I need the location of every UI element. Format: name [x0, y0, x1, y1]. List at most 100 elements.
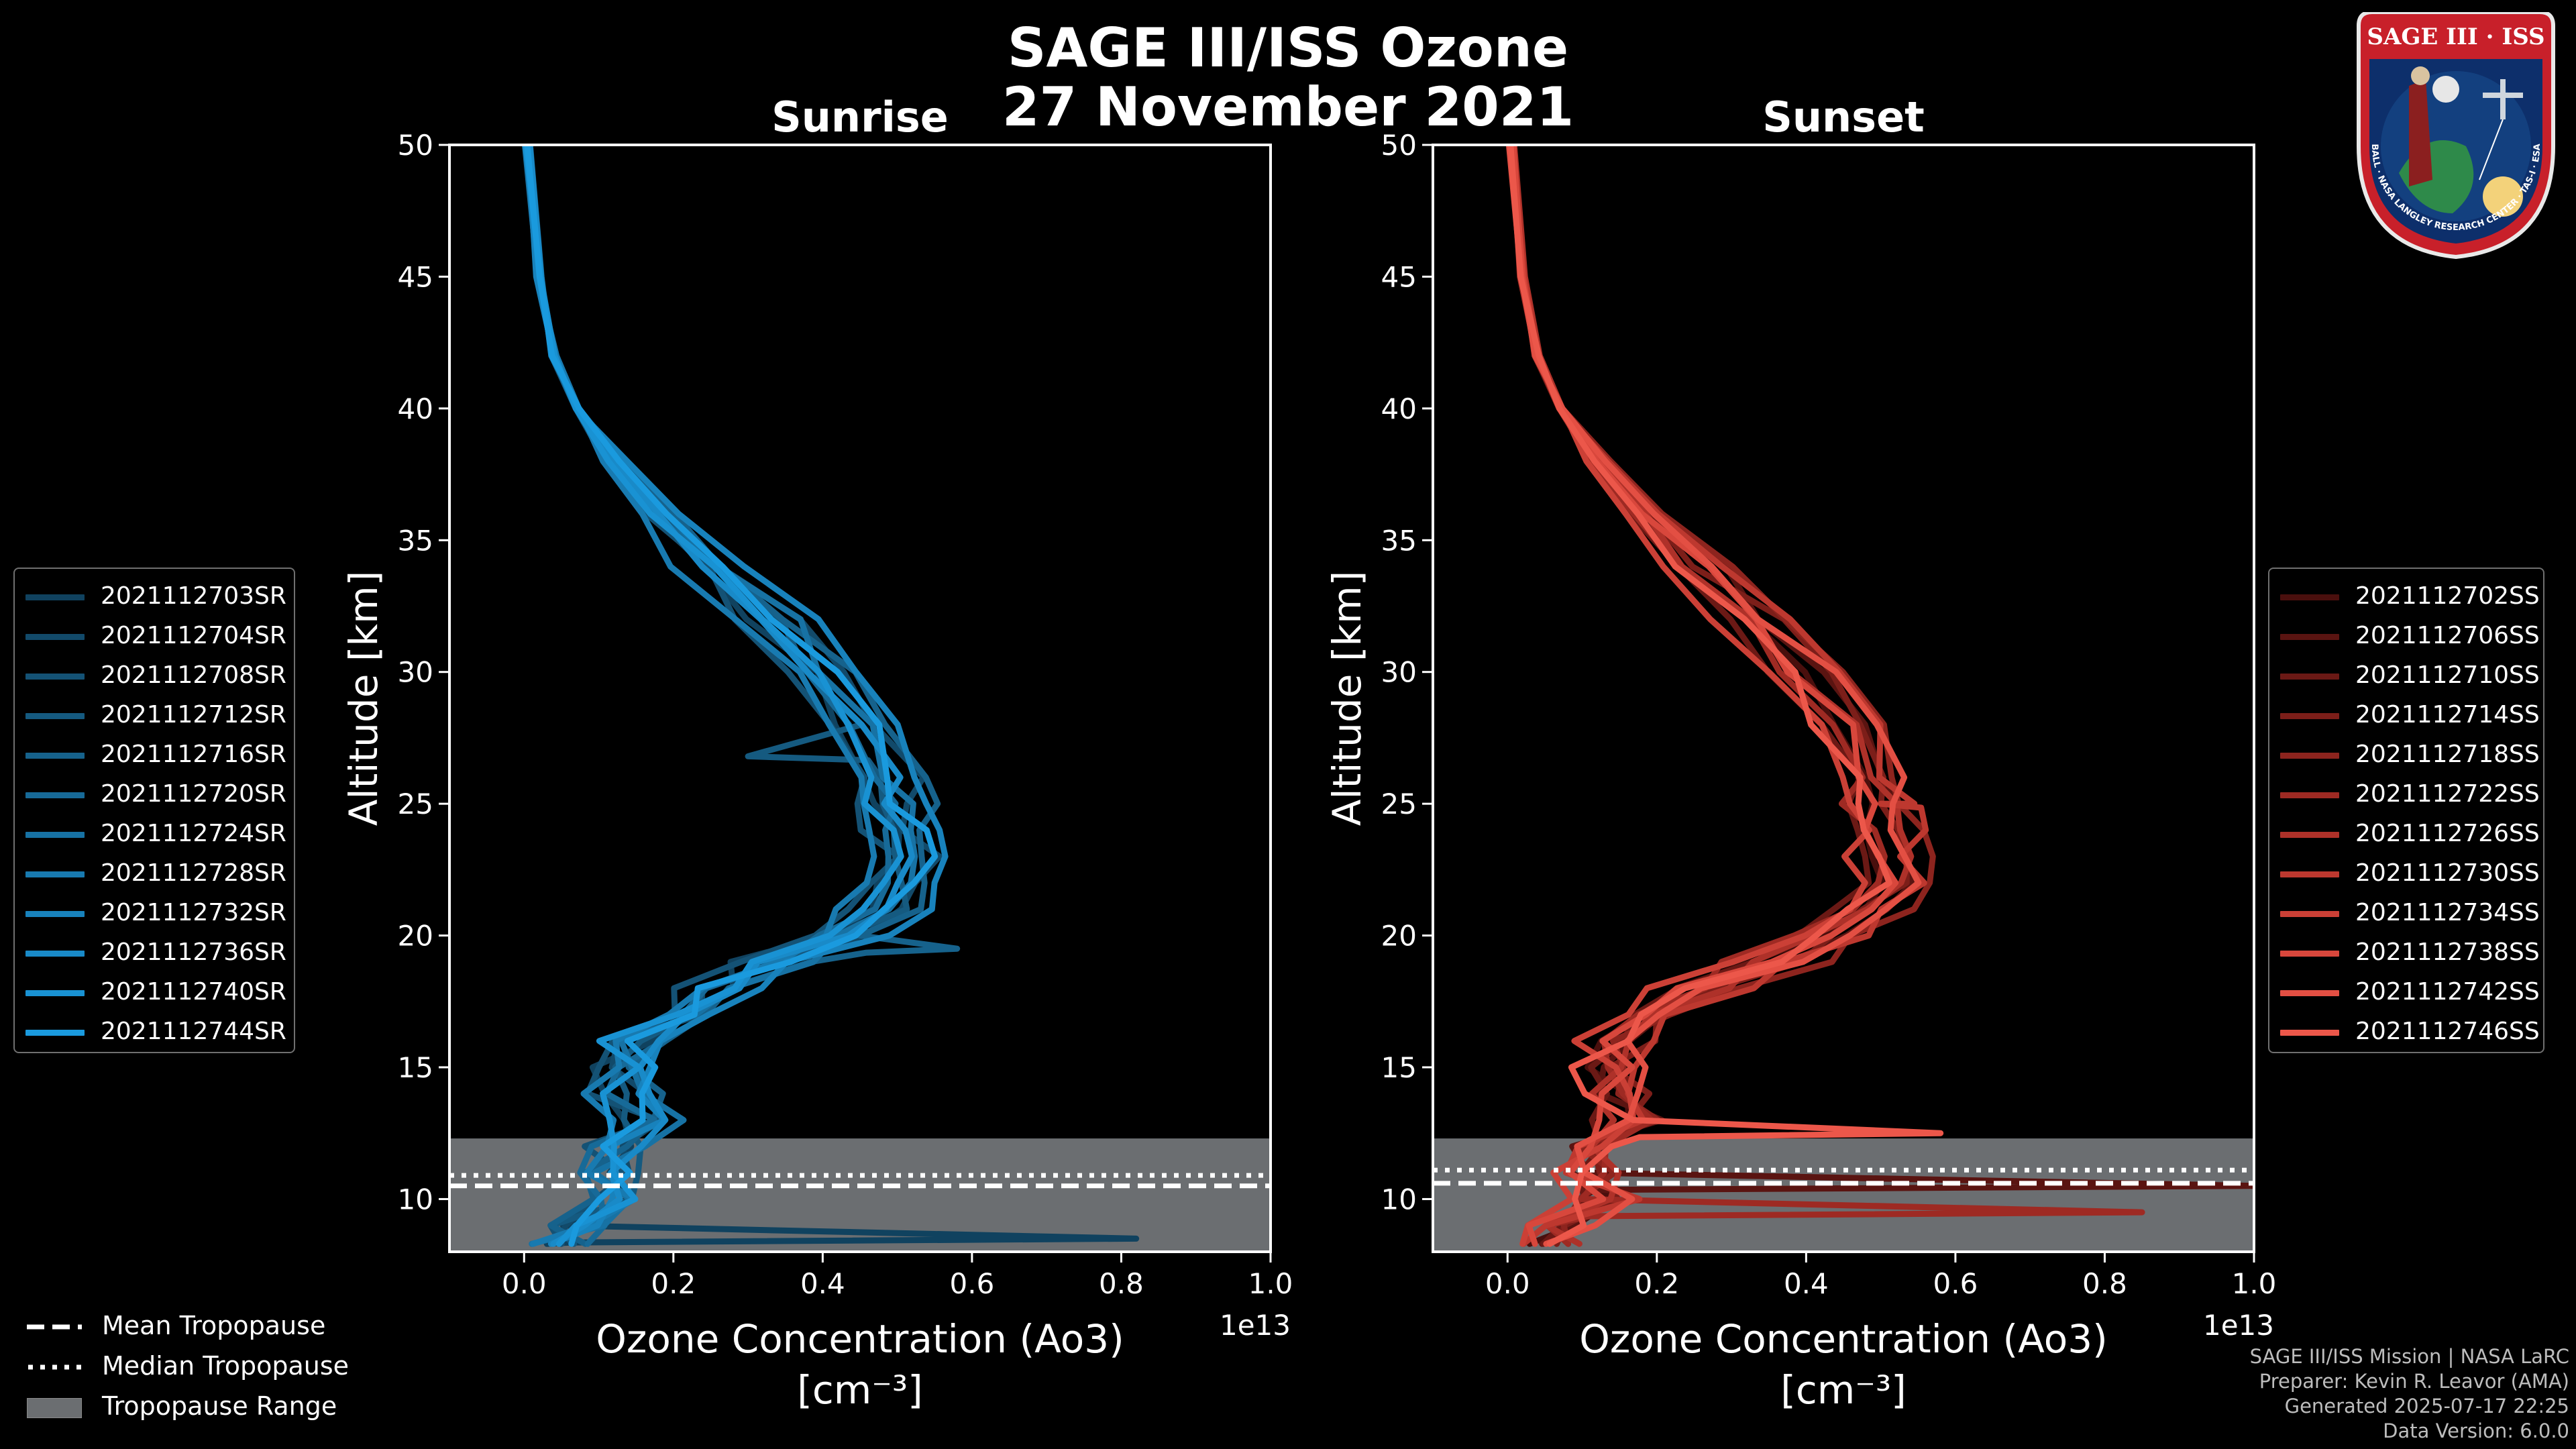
legend-swatch [25, 951, 85, 957]
legend-item-2021112746SS: 2021112746SS [2269, 1012, 2543, 1051]
credits-block: SAGE III/ISS Mission | NASA LaRC Prepare… [2250, 1344, 2569, 1444]
ytick-label: 20 [398, 920, 433, 953]
ytick-label: 40 [1381, 392, 1417, 425]
legend-swatch [25, 832, 85, 838]
ytick-label: 40 [398, 392, 433, 425]
legend-item-2021112716SR: 2021112716SR [15, 735, 294, 774]
legend-label: 2021112742SS [2355, 978, 2540, 1006]
xtick-label: 0.8 [1099, 1267, 1144, 1300]
legend-swatch [2280, 792, 2339, 798]
legend-swatch [2280, 871, 2339, 877]
series-line-2021112704SR [525, 145, 943, 1247]
legend-label: 2021112736SR [101, 938, 286, 966]
legend-label: 2021112732SR [101, 899, 286, 926]
credits-mission: SAGE III/ISS Mission | NASA LaRC [2249, 1345, 2569, 1368]
credits-generated: Generated 2025-07-17 22:25 [2284, 1395, 2569, 1417]
legend-item-2021112714SS: 2021112714SS [2269, 696, 2543, 735]
legend-item-2021112722SS: 2021112722SS [2269, 775, 2543, 814]
legend-label: 2021112704SR [101, 622, 286, 649]
legend-swatch [25, 911, 85, 917]
legend-swatch [2280, 951, 2339, 957]
legend-mean-tropopause-label: Mean Tropopause [102, 1311, 326, 1340]
series-line-2021112732SR [525, 145, 949, 1247]
legend-item-2021112736SR: 2021112736SR [15, 933, 294, 972]
y-axis-label: Altitude [km] [1324, 571, 1370, 826]
legend-swatch [25, 713, 85, 719]
axes-frame [448, 144, 1272, 1253]
sunrise-series-group [521, 145, 1140, 1247]
legend-label: 2021112746SS [2355, 1018, 2540, 1045]
legend-label: 2021112720SR [101, 780, 286, 808]
credits-data-version: Data Version: 6.0.0 [2383, 1419, 2569, 1442]
legend-swatch [2280, 594, 2339, 600]
series-line-2021112744SR [524, 145, 938, 1247]
legend-item-2021112702SS: 2021112702SS [2269, 577, 2543, 616]
xtick-label: 0.4 [1784, 1267, 1829, 1300]
ytick-label: 35 [1381, 524, 1417, 557]
range-patch-icon [27, 1398, 82, 1418]
legend-mean-tropopause: Mean Tropopause [20, 1307, 396, 1346]
legend-label: 2021112738SS [2355, 938, 2540, 966]
legend-swatch [2280, 713, 2339, 719]
series-line-2021112740SR [523, 145, 904, 1247]
xtick-label: 0.6 [950, 1267, 995, 1300]
credits-preparer: Preparer: Kevin R. Leavor (AMA) [2259, 1370, 2569, 1393]
ytick-label: 30 [398, 656, 433, 689]
axes-frame [1432, 144, 2255, 1253]
xtick-label: 0.6 [1933, 1267, 1978, 1300]
legend-item-2021112738SS: 2021112738SS [2269, 933, 2543, 972]
legend-swatch [25, 990, 85, 996]
ytick-label: 50 [398, 129, 433, 162]
legend-item-2021112726SS: 2021112726SS [2269, 814, 2543, 853]
legend-swatch [2280, 832, 2339, 838]
ytick-label: 50 [1381, 129, 1417, 162]
legend-label: 2021112703SR [101, 582, 286, 610]
legend-swatch [25, 594, 85, 600]
ytick-label: 45 [398, 260, 433, 293]
y-axis-label: Altitude [km] [341, 571, 386, 826]
ytick-label: 45 [1381, 260, 1417, 293]
x-axis-label: Ozone Concentration (Ao3) [596, 1316, 1124, 1362]
dotted-line-icon [28, 1364, 82, 1370]
legend-item-2021112708SR: 2021112708SR [15, 656, 294, 695]
dashed-line-icon [27, 1324, 82, 1330]
ytick-label: 25 [1381, 788, 1417, 820]
xtick-label: 0.8 [2082, 1267, 2127, 1300]
legend-label: 2021112714SS [2355, 701, 2540, 729]
sunset-panel: 10 15 20 25 30 35 40 45 50 0.0 0.2 0.4 0.6 0.8 1.0 1e13… [1324, 93, 2276, 1413]
series-line-2021112714SS [1506, 145, 1910, 1247]
sage-iii-iss-mission-logo: SAGE III · ISS BALL · NASA LANGLEY RESEA… [2357, 12, 2555, 260]
x-axis-label: Ozone Concentration (Ao3) [1579, 1316, 2108, 1362]
x-axis-units-label: [cm⁻³] [1780, 1367, 1907, 1413]
legend-item-2021112706SS: 2021112706SS [2269, 616, 2543, 655]
panel-title: Sunset [1762, 93, 1925, 142]
legend-item-2021112740SR: 2021112740SR [15, 973, 294, 1012]
legend-item-2021112730SS: 2021112730SS [2269, 854, 2543, 893]
xtick-label: 1.0 [1248, 1267, 1293, 1300]
legend-swatch [2280, 911, 2339, 917]
ytick-label: 10 [1381, 1183, 1417, 1216]
panel-title: Sunrise [771, 93, 949, 142]
xtick-label: 0.2 [1634, 1267, 1679, 1300]
legend-label: 2021112744SR [101, 1018, 286, 1045]
legend-label: 2021112726SS [2355, 820, 2540, 847]
legend-swatch [2280, 634, 2339, 640]
legend-swatch [2280, 990, 2339, 996]
legend-label: 2021112712SR [101, 701, 286, 729]
sunrise-panel: 10 15 20 25 30 35 40 45 50 0.0 0.2 0.4 0.6 0.8 1.0 1e13… [341, 93, 1293, 1413]
x-multiplier-label: 1e13 [2203, 1309, 2274, 1342]
legend-item-2021112710SS: 2021112710SS [2269, 656, 2543, 695]
x-multiplier-label: 1e13 [1220, 1309, 1291, 1342]
sunrise-legend: 2021112703SR 2021112704SR 2021112708SR 2021… [13, 568, 295, 1053]
legend-label: 2021112728SR [101, 859, 286, 887]
series-line-2021112746SS [1507, 145, 1944, 1247]
legend-swatch [25, 634, 85, 640]
legend-swatch [25, 753, 85, 759]
series-line-2021112742SS [1505, 145, 1922, 1247]
legend-swatch [25, 792, 85, 798]
legend-label: 2021112702SS [2355, 582, 2540, 610]
xtick-label: 0.2 [651, 1267, 696, 1300]
figure-title-line2: 27 November 2021 [1002, 76, 1574, 138]
badge-title: SAGE III · ISS [2367, 23, 2544, 50]
